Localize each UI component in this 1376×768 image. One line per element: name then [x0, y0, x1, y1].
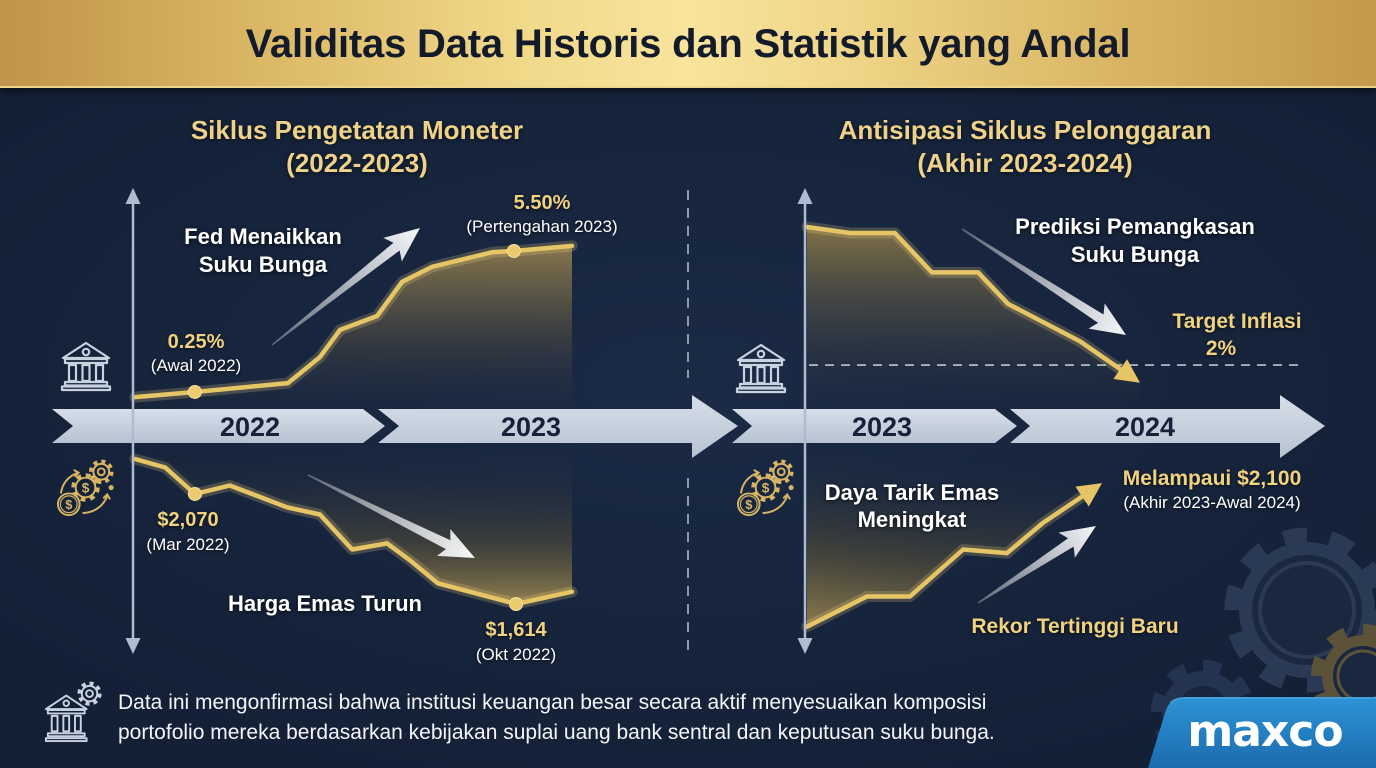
- timeline-segment-2024: [1010, 395, 1325, 458]
- axis-arrow-up-icon: [797, 188, 813, 204]
- rate-peak-period: (Pertengahan 2023): [466, 217, 618, 236]
- chart-line: [804, 224, 1125, 374]
- rate-forecast-label: Prediksi Pemangkasan: [1015, 214, 1255, 239]
- gold-target-value: Melampaui $2,100: [1122, 467, 1302, 490]
- inflation-target-label: Target Inflasi: [1172, 310, 1302, 333]
- data-point-marker: [509, 596, 524, 611]
- coin-gear-icon: [55, 459, 115, 518]
- timeline-segment-2022: [52, 409, 385, 443]
- rate-trend-label: Fed Menaikkan: [184, 224, 342, 249]
- footer-text-line: portofolio mereka berdasarkan kebijakan …: [118, 721, 995, 744]
- timeline-year: 2023: [851, 412, 913, 442]
- gold-start-value: $2,070: [157, 509, 219, 531]
- footer-text-line: Data ini mengonfirmasi bahwa institusi k…: [118, 691, 987, 714]
- chart-line: [804, 492, 1087, 629]
- axis-arrow-down-icon: [797, 638, 813, 654]
- y-axis-left: [125, 188, 141, 654]
- chart-series-layer: [129, 221, 1300, 633]
- footer-text: Data ini mengonfirmasi bahwa institusi k…: [118, 688, 995, 748]
- header-banner: Validitas Data Historis dan Statistik ya…: [0, 0, 1376, 88]
- chart-area-fill: [135, 450, 572, 604]
- coin-gear-icon: [735, 459, 795, 518]
- trend-arrow-icon: [307, 474, 475, 558]
- gold-appeal-label: Daya Tarik Emas: [824, 480, 1000, 505]
- gold-price-decline-chart: [129, 450, 578, 611]
- record-high-label: Rekor Tertinggi Baru: [971, 615, 1179, 638]
- chart-line: [132, 243, 575, 400]
- axis-arrow-down-icon: [125, 638, 141, 654]
- gold-target-period: (Akhir 2023-Awal 2024): [1123, 493, 1301, 512]
- timeline-year: 2022: [219, 412, 281, 442]
- trend-arrow-icon: [977, 526, 1096, 604]
- rate-start-value: 0.25%: [167, 331, 225, 353]
- data-point-marker: [187, 486, 202, 501]
- left-section-title: Siklus Pengetatan Moneter: [190, 115, 524, 145]
- fed-rate-tightening-chart: [129, 240, 578, 410]
- gold-low-period: (Okt 2022): [475, 645, 557, 664]
- right-section-title: Antisipasi Siklus Pelonggaran: [838, 115, 1212, 145]
- gold-low-value: $1,614: [485, 619, 547, 641]
- inflation-target-value: 2%: [1205, 337, 1237, 360]
- page-title: Validitas Data Historis dan Statistik ya…: [245, 22, 1131, 66]
- left-section-subtitle: (2022-2023): [286, 148, 428, 178]
- annotation-arrows: [271, 228, 1126, 604]
- fed-rate-easing-chart: [801, 221, 1300, 410]
- timeline-segment-2023: [378, 395, 738, 458]
- chart-area-fill: [135, 245, 572, 410]
- trend-arrowhead-icon: [1113, 359, 1140, 383]
- trend-arrow-icon: [271, 228, 420, 346]
- y-axis-right: [797, 188, 813, 654]
- data-point-marker: [506, 243, 521, 258]
- brand-badge: [1148, 697, 1376, 768]
- brand-logo: maxco: [1187, 706, 1343, 757]
- right-section-subtitle: (Akhir 2023-2024): [917, 148, 1133, 178]
- timeline-left: [52, 395, 738, 458]
- axis-arrow-up-icon: [125, 188, 141, 204]
- bank-icon: [60, 341, 112, 392]
- trend-arrowhead-icon: [1075, 483, 1102, 507]
- gold-start-period: (Mar 2022): [146, 535, 230, 554]
- rate-forecast-label: Suku Bunga: [1070, 242, 1200, 267]
- gold-price-rally-chart: [801, 450, 1102, 633]
- timeline-segment-2023: [732, 409, 1017, 443]
- bank-icon: [735, 343, 787, 394]
- rate-trend-label: Suku Bunga: [198, 252, 328, 277]
- bank-gear-icon: [43, 681, 102, 744]
- chart-area-fill: [807, 450, 1102, 627]
- timeline-year: 2023: [500, 412, 562, 442]
- gear-icon: [1311, 624, 1376, 728]
- data-point-marker: [187, 384, 202, 399]
- rate-peak-value: 5.50%: [513, 192, 571, 214]
- rate-start-period: (Awal 2022): [150, 356, 242, 375]
- gold-trend-label: Harga Emas Turun: [228, 591, 422, 616]
- timeline-right: [732, 395, 1325, 458]
- timeline-year: 2024: [1114, 412, 1176, 442]
- trend-arrow-icon: [961, 228, 1126, 335]
- gold-appeal-label: Meningkat: [857, 507, 967, 532]
